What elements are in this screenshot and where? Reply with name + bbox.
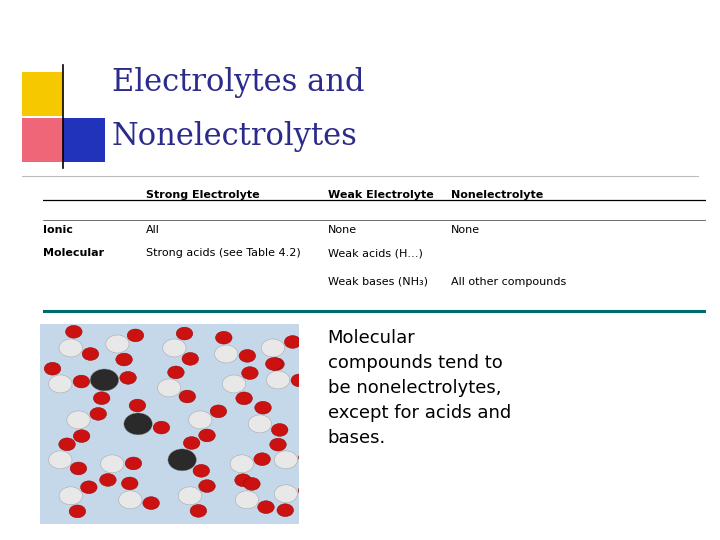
Circle shape <box>122 477 138 490</box>
Circle shape <box>242 367 258 380</box>
Circle shape <box>230 455 253 473</box>
Text: All other compounds: All other compounds <box>451 277 566 287</box>
Circle shape <box>239 349 256 362</box>
Circle shape <box>82 348 99 360</box>
Circle shape <box>182 353 199 365</box>
Circle shape <box>176 327 193 340</box>
Circle shape <box>66 326 82 338</box>
Circle shape <box>94 392 110 404</box>
Circle shape <box>153 421 170 434</box>
Circle shape <box>70 462 86 475</box>
Circle shape <box>184 437 200 449</box>
Circle shape <box>255 401 271 414</box>
Text: Weak acids (H…): Weak acids (H…) <box>328 248 423 259</box>
Circle shape <box>266 357 282 370</box>
Circle shape <box>258 501 274 514</box>
Circle shape <box>284 335 301 348</box>
Circle shape <box>143 497 159 510</box>
Circle shape <box>199 429 215 442</box>
Circle shape <box>254 453 271 465</box>
Circle shape <box>124 413 153 435</box>
Text: Nonelectrolyte: Nonelectrolyte <box>451 190 543 200</box>
Circle shape <box>73 430 90 442</box>
Circle shape <box>73 375 90 388</box>
Text: Ionic: Ionic <box>43 225 73 235</box>
Circle shape <box>215 332 232 344</box>
Circle shape <box>261 339 284 357</box>
Circle shape <box>235 491 258 509</box>
Text: None: None <box>328 225 357 235</box>
Circle shape <box>49 451 72 469</box>
Circle shape <box>59 438 76 451</box>
Circle shape <box>125 457 142 470</box>
Circle shape <box>236 392 253 405</box>
Circle shape <box>179 487 202 505</box>
Circle shape <box>44 362 60 375</box>
Circle shape <box>299 451 315 464</box>
Circle shape <box>190 504 207 517</box>
Circle shape <box>270 438 287 451</box>
Circle shape <box>99 474 116 487</box>
Circle shape <box>243 477 260 490</box>
Text: Strong acids (see Table 4.2): Strong acids (see Table 4.2) <box>146 248 301 259</box>
Circle shape <box>49 375 72 393</box>
Circle shape <box>298 484 315 497</box>
Circle shape <box>120 372 136 384</box>
Circle shape <box>81 481 97 494</box>
Circle shape <box>271 423 288 436</box>
Circle shape <box>291 374 307 387</box>
Circle shape <box>90 408 107 420</box>
Circle shape <box>168 366 184 379</box>
Circle shape <box>235 474 251 487</box>
Circle shape <box>158 379 181 397</box>
Circle shape <box>90 369 119 391</box>
Circle shape <box>67 411 90 429</box>
Circle shape <box>222 375 246 393</box>
Circle shape <box>69 505 86 518</box>
Circle shape <box>277 504 294 517</box>
Circle shape <box>210 405 227 418</box>
Text: Weak bases (NH₃): Weak bases (NH₃) <box>328 277 428 287</box>
Circle shape <box>193 464 210 477</box>
Circle shape <box>274 451 297 469</box>
Text: Molecular
compounds tend to
be nonelectrolytes,
except for acids and
bases.: Molecular compounds tend to be nonelectr… <box>328 329 511 448</box>
Circle shape <box>163 339 186 357</box>
Circle shape <box>168 449 197 471</box>
Circle shape <box>106 335 129 353</box>
Circle shape <box>189 411 212 429</box>
Text: Electrolytes and: Electrolytes and <box>112 68 364 98</box>
Circle shape <box>268 358 284 370</box>
Circle shape <box>129 399 145 412</box>
Text: Strong Electrolyte: Strong Electrolyte <box>146 190 259 200</box>
Text: Weak Electrolyte: Weak Electrolyte <box>328 190 433 200</box>
Circle shape <box>59 487 82 505</box>
Circle shape <box>179 390 196 403</box>
Circle shape <box>119 491 142 509</box>
Text: Molecular: Molecular <box>43 248 104 259</box>
Text: Nonelectrolytes: Nonelectrolytes <box>112 122 357 152</box>
Circle shape <box>248 415 271 433</box>
Circle shape <box>266 371 289 389</box>
Circle shape <box>101 455 124 473</box>
Circle shape <box>274 485 297 503</box>
Text: All: All <box>146 225 160 235</box>
Circle shape <box>215 345 238 363</box>
Circle shape <box>127 329 144 342</box>
Circle shape <box>59 339 82 357</box>
Text: None: None <box>451 225 480 235</box>
Circle shape <box>116 353 132 366</box>
Circle shape <box>199 480 215 492</box>
